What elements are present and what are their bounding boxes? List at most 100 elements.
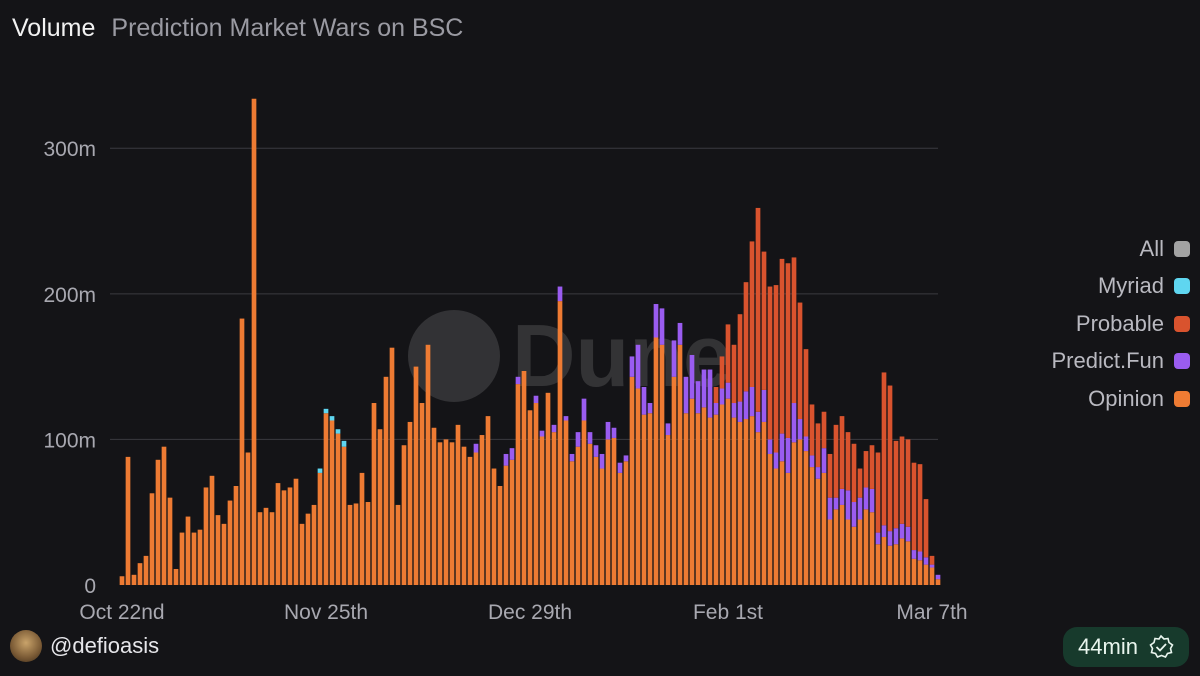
bar-opinion	[395, 504, 401, 585]
bar-opinion	[839, 504, 845, 585]
bar-predict-fun	[749, 387, 755, 417]
bar-opinion	[275, 483, 281, 585]
bar-opinion	[551, 432, 557, 585]
bar-predict-fun	[851, 502, 857, 527]
legend-item-probable[interactable]: Probable	[1052, 305, 1190, 343]
bar-opinion	[401, 445, 407, 585]
legend-label: Probable	[1075, 310, 1164, 336]
author[interactable]: @defioasis	[10, 630, 159, 662]
bar-opinion	[791, 442, 797, 585]
bar-probable	[725, 324, 731, 383]
bar-predict-fun	[713, 403, 719, 415]
bar-opinion	[227, 500, 233, 585]
bar-opinion	[443, 439, 449, 585]
bar-opinion	[431, 427, 437, 585]
bar-opinion	[269, 512, 275, 585]
legend-item-myriad[interactable]: Myriad	[1052, 268, 1190, 306]
bar-opinion	[731, 417, 737, 585]
bar-probable	[839, 416, 845, 489]
chart-title: Volume	[12, 14, 96, 42]
bar-opinion	[857, 519, 863, 585]
bar-opinion	[803, 451, 809, 585]
bar-predict-fun	[671, 340, 677, 377]
bar-opinion	[899, 538, 905, 585]
bar-myriad	[317, 468, 323, 473]
bar-predict-fun	[893, 528, 899, 545]
bar-opinion	[467, 456, 473, 585]
bar-opinion	[635, 388, 641, 585]
bar-probable	[869, 445, 875, 489]
bar-probable	[881, 372, 887, 526]
bar-opinion	[221, 523, 227, 585]
bar-opinion	[251, 98, 257, 586]
bar-predict-fun	[719, 388, 725, 405]
bar-predict-fun	[515, 376, 521, 385]
avatar[interactable]	[10, 630, 42, 662]
legend-label: Myriad	[1097, 273, 1164, 299]
bar-opinion	[407, 421, 413, 585]
bar-probable	[905, 439, 911, 527]
bar-opinion	[719, 404, 725, 585]
legend-item-predict-fun[interactable]: Predict.Fun	[1052, 343, 1190, 381]
bar-opinion	[935, 579, 941, 585]
bar-opinion	[215, 515, 221, 585]
bar-predict-fun	[863, 487, 869, 510]
bar-opinion	[629, 376, 635, 585]
bar-opinion	[911, 558, 917, 585]
bar-opinion	[707, 417, 713, 585]
bar-predict-fun	[881, 525, 887, 537]
bar-opinion	[779, 461, 785, 585]
bar-predict-fun	[551, 424, 557, 433]
bar-predict-fun	[581, 398, 587, 421]
bar-opinion	[287, 487, 293, 585]
bar-opinion	[617, 472, 623, 585]
y-tick-label: 100m	[43, 429, 96, 452]
bar-predict-fun	[929, 564, 935, 568]
bar-opinion	[593, 456, 599, 585]
bar-opinion	[851, 526, 857, 585]
bar-opinion	[845, 519, 851, 585]
bar-opinion	[317, 472, 323, 585]
bar-opinion	[491, 468, 497, 585]
legend-item-all[interactable]: All	[1052, 230, 1190, 268]
legend-item-opinion[interactable]: Opinion	[1052, 380, 1190, 418]
bar-predict-fun	[737, 401, 743, 422]
bar-probable	[779, 258, 785, 434]
bar-predict-fun	[767, 439, 773, 454]
bar-predict-fun	[923, 557, 929, 565]
bar-opinion	[425, 344, 431, 585]
bar-probable	[809, 404, 815, 456]
freshness-badge[interactable]: 44min	[1063, 627, 1189, 667]
username[interactable]: @defioasis	[50, 633, 160, 658]
bar-opinion	[455, 424, 461, 585]
bar-opinion	[233, 486, 239, 585]
bar-opinion	[689, 398, 695, 585]
bar-predict-fun	[833, 497, 839, 510]
bar-opinion	[263, 507, 269, 585]
x-tick-label: Nov 25th	[284, 601, 368, 624]
bar-opinion	[209, 475, 215, 585]
bar-predict-fun	[509, 448, 515, 460]
bar-opinion	[725, 398, 731, 585]
bar-opinion	[755, 432, 761, 585]
bar-probable	[863, 451, 869, 488]
bar-probable	[761, 251, 767, 390]
bar-opinion	[893, 544, 899, 585]
bar-predict-fun	[605, 421, 611, 440]
bar-opinion	[749, 416, 755, 585]
bar-opinion	[299, 523, 305, 585]
bar-opinion	[371, 403, 377, 585]
bar-opinion	[695, 413, 701, 585]
bar-probable	[785, 263, 791, 438]
bar-opinion	[449, 442, 455, 585]
bar-predict-fun	[611, 427, 617, 438]
bar-probable	[845, 432, 851, 491]
bar-myriad	[329, 416, 335, 421]
legend-swatch	[1174, 315, 1190, 332]
bar-opinion	[131, 574, 137, 585]
bar-opinion	[185, 516, 191, 585]
x-tick-label: Dec 29th	[488, 601, 572, 624]
bar-predict-fun	[887, 531, 893, 546]
bar-predict-fun	[677, 322, 683, 345]
